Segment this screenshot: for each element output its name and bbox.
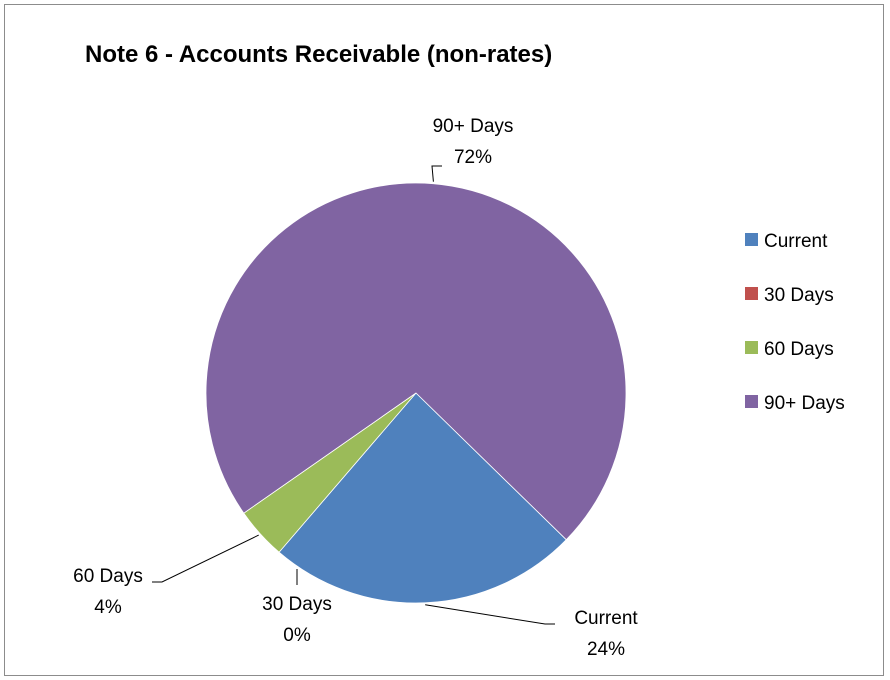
pie-slice-current bbox=[278, 392, 567, 604]
legend-swatch-60-days bbox=[745, 341, 758, 354]
chart-title: Note 6 - Accounts Receivable (non-rates) bbox=[85, 41, 553, 68]
leader-line-60-days bbox=[152, 534, 259, 583]
data-label-value-30-days: 0% bbox=[283, 625, 311, 646]
legend-swatch-current bbox=[745, 233, 758, 246]
pie-slices bbox=[205, 182, 627, 604]
data-labels: Current 24% 30 Days 0% 60 Days 4% 90+ Days 72% bbox=[73, 116, 638, 660]
pie-slice-90-plus-days bbox=[205, 182, 627, 541]
legend-label-30-days: 30 Days bbox=[764, 285, 834, 306]
legend-label-current: Current bbox=[764, 231, 828, 252]
leader-lines bbox=[152, 165, 555, 625]
data-label-value-90-plus-days: 72% bbox=[454, 147, 492, 168]
data-label-category-30-days: 30 Days bbox=[262, 594, 332, 615]
legend-label-90-plus-days: 90+ Days bbox=[764, 393, 845, 414]
data-label-value-60-days: 4% bbox=[94, 597, 122, 618]
data-label-category-90-plus-days: 90+ Days bbox=[433, 116, 514, 137]
data-label-category-60-days: 60 Days bbox=[73, 566, 143, 587]
data-label-category-current: Current bbox=[574, 608, 638, 629]
legend-swatch-90-plus-days bbox=[745, 395, 758, 408]
legend-label-60-days: 60 Days bbox=[764, 339, 834, 360]
legend: Current 30 Days 60 Days 90+ Days bbox=[745, 231, 845, 414]
leader-line-90-plus-days bbox=[431, 165, 442, 182]
leader-line-current bbox=[425, 604, 555, 625]
data-label-value-current: 24% bbox=[587, 639, 625, 660]
legend-swatch-30-days bbox=[745, 287, 758, 300]
